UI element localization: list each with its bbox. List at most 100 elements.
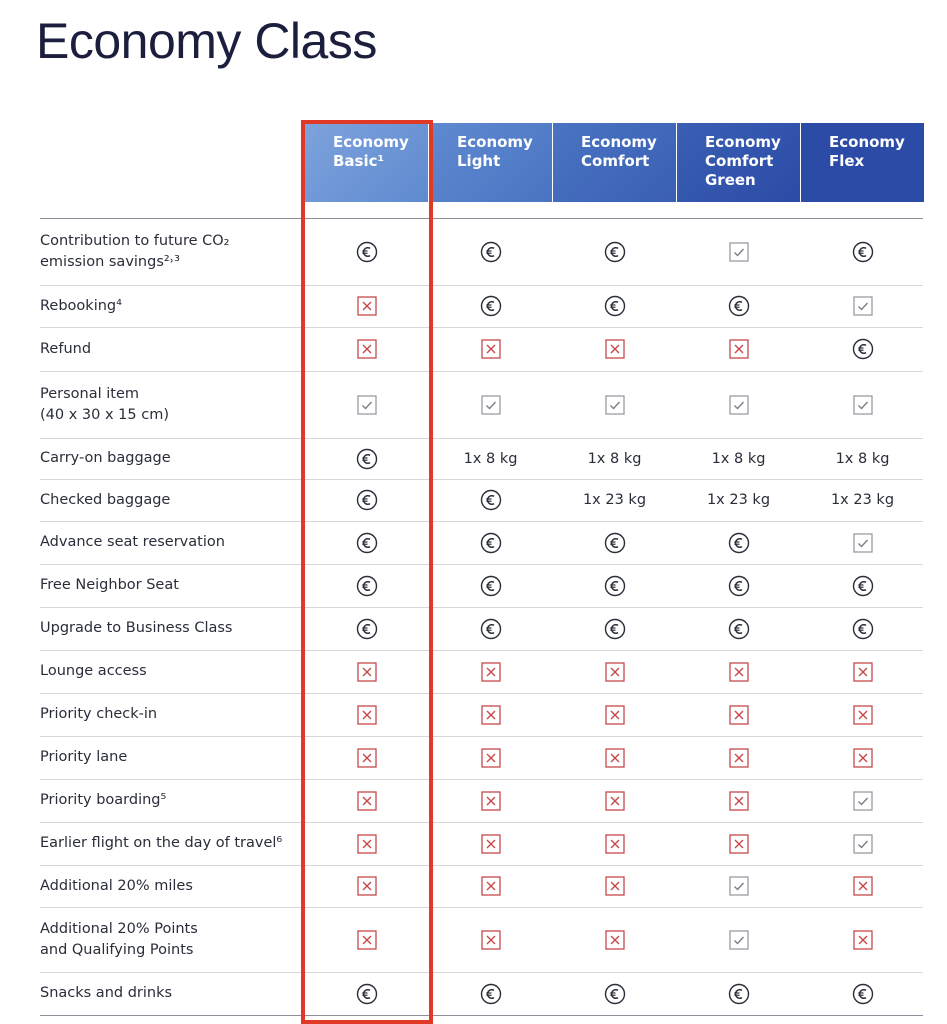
cell-icon	[305, 779, 428, 822]
cell-icon	[553, 607, 676, 650]
excluded-icon	[356, 747, 377, 768]
fee-icon	[480, 618, 501, 639]
fee-icon	[480, 489, 501, 511]
column-header: Economy Light	[429, 123, 552, 202]
cell-icon	[677, 693, 800, 736]
row-label: Priority boarding⁵	[40, 792, 167, 808]
cell-icon	[553, 650, 676, 693]
cell-icon	[677, 371, 800, 438]
row-label: Snacks and drinks	[40, 985, 173, 1001]
row-separator	[40, 1015, 923, 1016]
cell-icon	[305, 907, 428, 972]
cell-icon	[801, 564, 924, 607]
cell-icon	[553, 779, 676, 822]
cell-icon	[429, 865, 552, 907]
row-label: Carry-on baggage	[40, 450, 171, 466]
column-header: Economy Comfort Green	[677, 123, 800, 202]
cell-icon	[677, 607, 800, 650]
cell-icon	[305, 972, 428, 1015]
cell-icon	[553, 736, 676, 779]
row-separator	[40, 327, 923, 328]
cell-icon	[677, 218, 800, 285]
cell-icon	[429, 972, 552, 1015]
cell-icon	[429, 218, 552, 285]
excluded-icon	[604, 790, 625, 811]
row-label: Lounge access	[40, 663, 147, 679]
fee-icon	[480, 532, 501, 553]
excluded-icon	[728, 833, 749, 854]
cell-icon	[677, 650, 800, 693]
cell-icon	[429, 650, 552, 693]
cell-icon	[553, 371, 676, 438]
excluded-icon	[356, 833, 377, 854]
row-label: Upgrade to Business Class	[40, 620, 233, 636]
column-header: Economy Comfort	[553, 123, 676, 202]
fee-icon	[604, 241, 625, 262]
excluded-icon	[604, 339, 625, 359]
cell-icon	[677, 285, 800, 327]
row-separator	[40, 564, 923, 565]
cell-icon	[677, 564, 800, 607]
row-separator	[40, 865, 923, 866]
row-separator	[40, 779, 923, 780]
cell-icon	[429, 371, 552, 438]
excluded-icon	[728, 339, 749, 359]
row-separator	[40, 650, 923, 651]
fee-icon	[852, 983, 873, 1004]
excluded-icon	[728, 747, 749, 768]
cell-icon	[429, 907, 552, 972]
row-label: Advance seat reservation	[40, 534, 225, 550]
fee-icon	[852, 338, 873, 360]
included-icon	[852, 296, 873, 316]
fee-icon	[356, 489, 377, 511]
included-icon	[728, 876, 749, 896]
cell-icon	[305, 865, 428, 907]
cell-text: 1x 23 kg	[706, 492, 771, 508]
excluded-icon	[728, 661, 749, 682]
cell-icon	[677, 521, 800, 564]
excluded-icon	[852, 747, 873, 768]
excluded-icon	[480, 747, 501, 768]
cell-icon	[801, 285, 924, 327]
row-label: Rebooking⁴	[40, 297, 122, 314]
row-separator	[40, 285, 923, 286]
row-label: Priority lane	[40, 749, 128, 765]
cell-icon	[305, 693, 428, 736]
excluded-icon	[356, 296, 377, 316]
fee-icon	[728, 295, 749, 317]
cell-icon	[305, 327, 428, 371]
cell-icon	[801, 371, 924, 438]
row-separator	[40, 972, 923, 973]
excluded-icon	[356, 876, 377, 896]
cell-icon	[801, 736, 924, 779]
fee-icon	[852, 618, 873, 639]
cell-icon	[305, 822, 428, 865]
fee-icon	[852, 241, 873, 262]
row-label: Checked baggage	[40, 491, 171, 508]
fee-icon	[604, 618, 625, 639]
excluded-icon	[480, 661, 501, 682]
cell-icon	[429, 736, 552, 779]
cell-icon	[305, 438, 428, 479]
cell-icon	[801, 972, 924, 1015]
cell-icon	[553, 865, 676, 907]
cell-icon	[429, 285, 552, 327]
row-separator	[40, 218, 923, 219]
row-separator	[40, 479, 923, 480]
column-header: Economy Basic¹	[305, 123, 428, 202]
cell-icon	[801, 218, 924, 285]
row-label: Additional 20% miles	[40, 877, 193, 894]
cell-icon	[801, 607, 924, 650]
row-separator	[40, 607, 923, 608]
row-label: Additional 20% Points and Qualifying Poi…	[40, 920, 198, 958]
row-label: Free Neighbor Seat	[40, 577, 179, 593]
fee-icon	[728, 983, 749, 1004]
fee-icon	[356, 241, 377, 262]
excluded-icon	[604, 747, 625, 768]
excluded-icon	[356, 661, 377, 682]
cell-text: 1x 23 kg	[582, 492, 647, 508]
included-icon	[604, 394, 625, 415]
included-icon	[852, 394, 873, 415]
fee-icon	[480, 575, 501, 596]
